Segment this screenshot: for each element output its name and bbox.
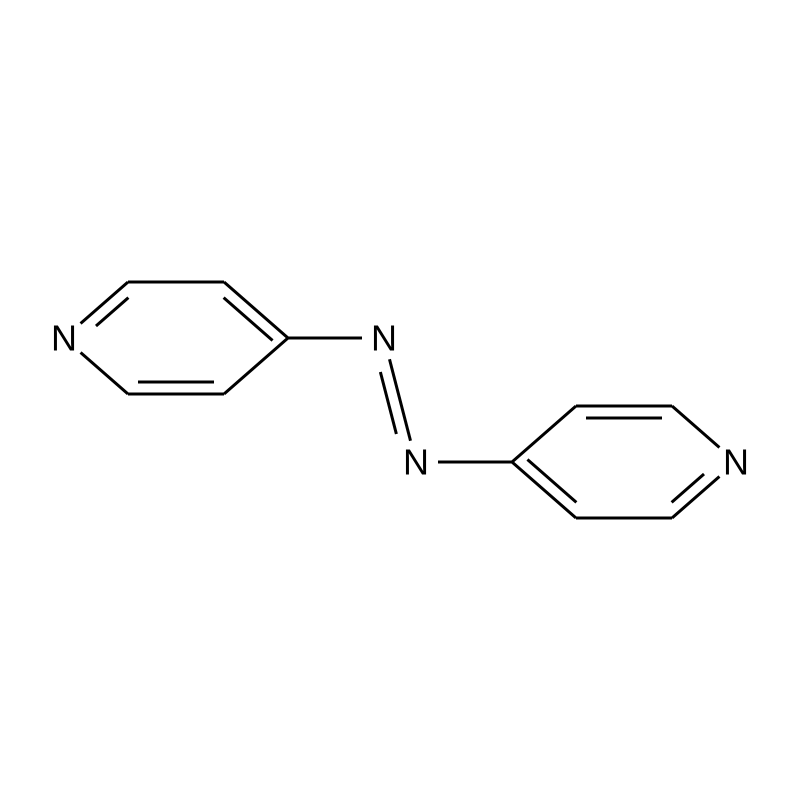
bond-line bbox=[512, 406, 576, 462]
bond-line bbox=[224, 338, 288, 394]
bond-line bbox=[224, 282, 288, 338]
molecule-diagram: N N N N bbox=[0, 0, 800, 800]
atom-label-n: N bbox=[403, 442, 429, 483]
bond-line bbox=[672, 474, 704, 502]
bond-line bbox=[96, 298, 128, 326]
bond-line bbox=[389, 359, 410, 440]
atom-label-n: N bbox=[371, 318, 397, 359]
bond-line bbox=[81, 352, 128, 394]
bond-line bbox=[672, 406, 719, 448]
atom-label-n: N bbox=[51, 318, 77, 359]
atom-label-n: N bbox=[723, 442, 749, 483]
bond-line bbox=[512, 462, 576, 518]
